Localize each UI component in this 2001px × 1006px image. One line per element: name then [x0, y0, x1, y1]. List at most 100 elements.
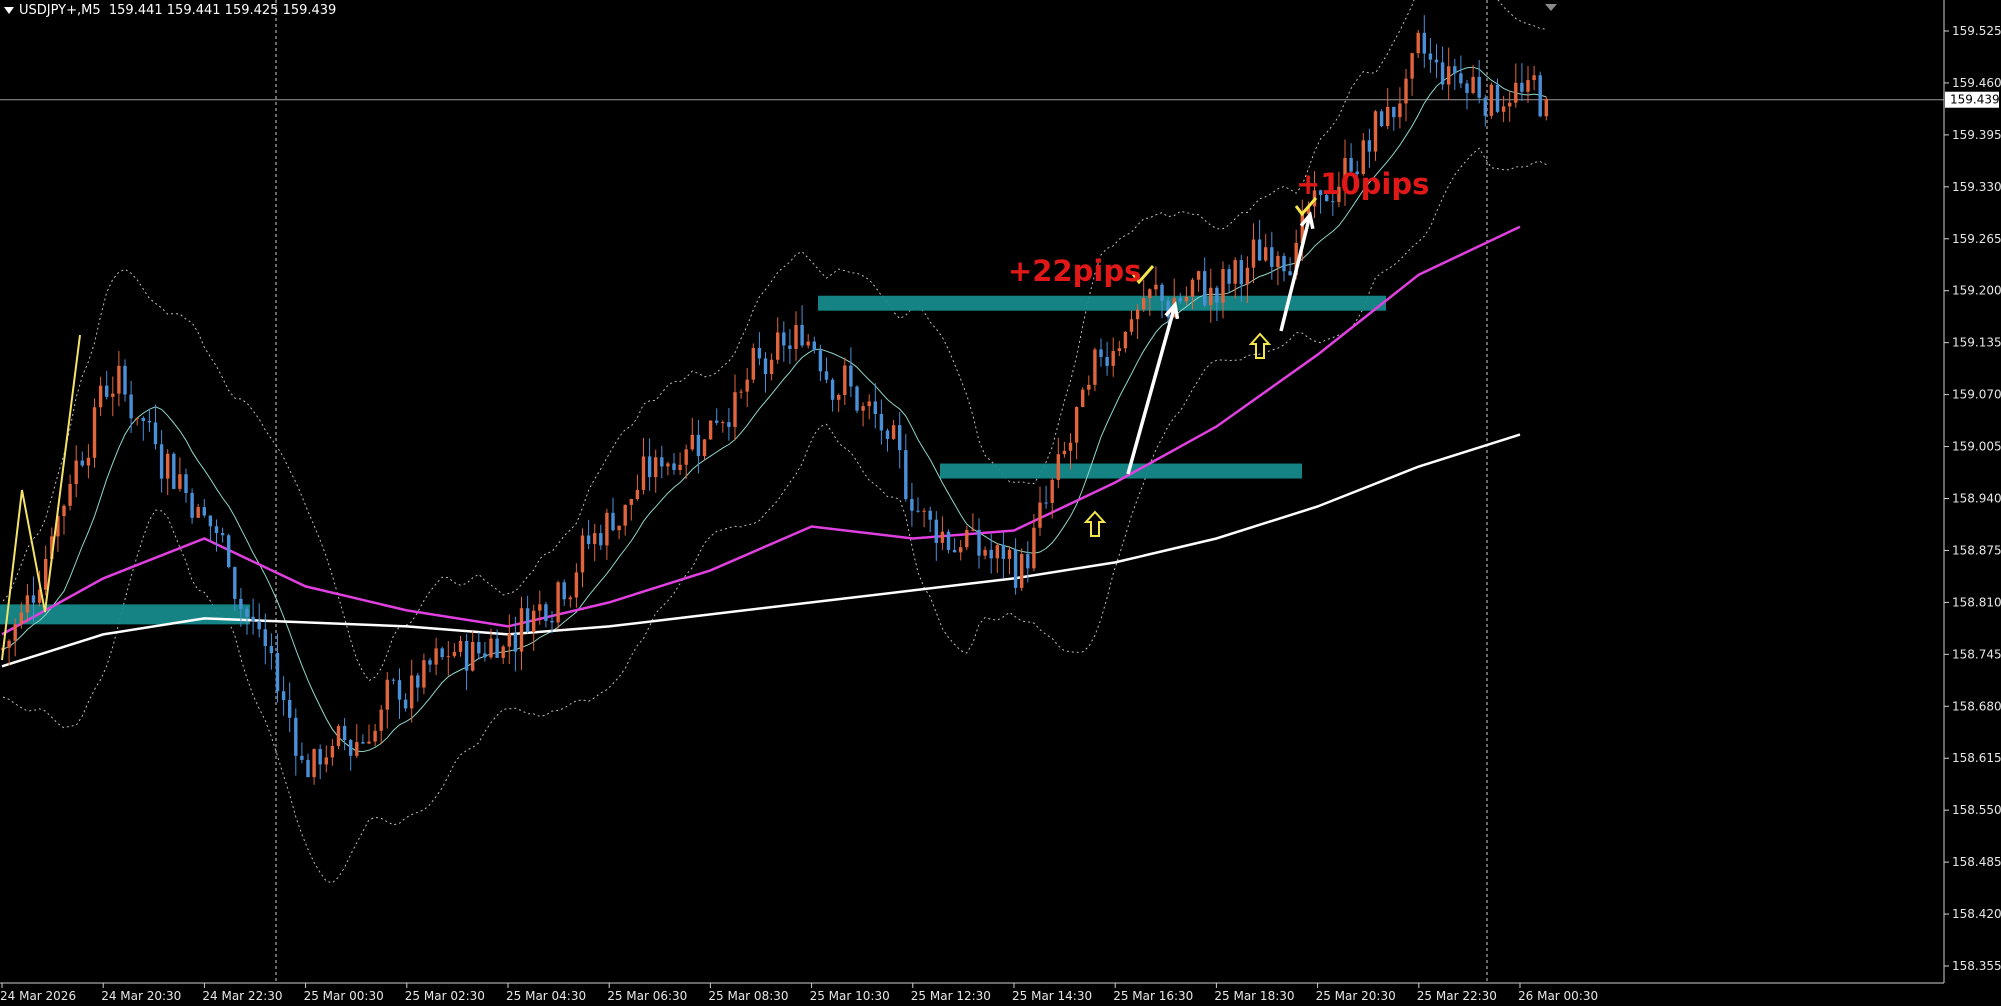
candle: [68, 484, 72, 506]
candle: [141, 417, 145, 421]
candle: [202, 507, 206, 516]
candle: [910, 499, 914, 511]
candle: [1093, 349, 1097, 385]
time-tick-label: 25 Mar 20:30: [1316, 989, 1396, 1003]
candle: [928, 510, 932, 520]
candle: [1007, 549, 1012, 559]
candle: [952, 549, 957, 553]
candle: [1227, 269, 1231, 284]
candle: [678, 464, 682, 470]
price-tick-label: 158.485: [1952, 855, 2001, 869]
candle: [397, 680, 402, 700]
candle: [983, 549, 987, 556]
candle: [56, 516, 60, 537]
profit-label-22: +22pips: [1008, 254, 1141, 288]
candle: [1288, 271, 1292, 276]
candle: [1105, 357, 1109, 366]
candle: [251, 616, 255, 622]
candle: [800, 325, 804, 346]
candle: [1318, 190, 1323, 195]
candle: [776, 332, 780, 360]
candle: [117, 365, 121, 394]
candle: [562, 582, 566, 600]
candle: [1367, 140, 1372, 152]
candle: [50, 536, 54, 559]
candle: [1196, 271, 1201, 280]
candle: [525, 608, 530, 632]
candle: [666, 463, 670, 467]
magenta-ma-line: [1, 225, 1521, 636]
candle: [1117, 348, 1121, 351]
candle: [25, 595, 30, 613]
candle: [1386, 106, 1390, 127]
candle: [257, 621, 261, 630]
price-tick-label: 158.420: [1952, 907, 2001, 921]
candle: [751, 348, 755, 380]
price-tick-label: 158.875: [1952, 543, 2001, 557]
candle: [763, 358, 768, 375]
candle: [837, 394, 841, 400]
candle: [300, 755, 304, 760]
entry-arrow-icon: [1083, 510, 1107, 537]
candle: [556, 582, 560, 623]
candle: [684, 449, 688, 465]
candle: [849, 365, 853, 387]
price-tick-label: 159.265: [1952, 232, 2001, 246]
price-tick-label: 159.460: [1952, 76, 2001, 90]
time-tick-label: 25 Mar 04:30: [506, 989, 586, 1003]
candle: [885, 430, 890, 439]
candle: [1300, 214, 1304, 243]
candle: [507, 633, 511, 647]
move-arrow-22: [1126, 304, 1177, 475]
candle: [269, 646, 274, 654]
candle: [1184, 296, 1189, 302]
candle: [98, 385, 103, 408]
candle: [843, 365, 847, 395]
candle: [172, 453, 176, 489]
candle: [1001, 545, 1006, 559]
candle: [1495, 84, 1500, 112]
time-tick-label: 25 Mar 22:30: [1417, 989, 1497, 1003]
candle: [1410, 53, 1414, 79]
candle: [196, 507, 200, 518]
price-tick-label: 158.550: [1952, 803, 2001, 817]
candle: [1538, 75, 1542, 117]
candle: [550, 620, 554, 623]
candle: [1483, 97, 1487, 116]
candle: [495, 638, 499, 658]
upper-band-line: [2, 0, 1547, 682]
candle: [879, 414, 884, 431]
candle: [1099, 349, 1103, 358]
candle: [324, 757, 328, 765]
candle: [891, 425, 896, 439]
candle: [355, 742, 359, 756]
symbol-label: USDJPY+,M5: [19, 3, 101, 18]
candle: [422, 660, 426, 688]
collapse-triangle-icon[interactable]: [4, 7, 14, 14]
candle: [471, 641, 475, 671]
candle: [1209, 287, 1213, 306]
candle: [617, 525, 621, 531]
candle: [647, 456, 652, 477]
candle: [1361, 140, 1365, 175]
candle: [1251, 239, 1256, 268]
candle: [190, 492, 194, 518]
candle: [312, 749, 316, 778]
candle: [1379, 111, 1384, 127]
candle: [1123, 331, 1128, 349]
candle: [1477, 76, 1481, 98]
candle: [275, 653, 280, 692]
candle: [403, 699, 408, 709]
candle: [1178, 297, 1182, 302]
candle: [580, 535, 585, 573]
candle: [1526, 80, 1530, 92]
time-tick-label: 25 Mar 02:30: [405, 989, 485, 1003]
candle: [1422, 32, 1426, 54]
candle: [1203, 271, 1207, 306]
candle: [1013, 549, 1018, 588]
candle: [7, 640, 11, 648]
candle: [1294, 242, 1298, 276]
candle: [1373, 111, 1378, 152]
